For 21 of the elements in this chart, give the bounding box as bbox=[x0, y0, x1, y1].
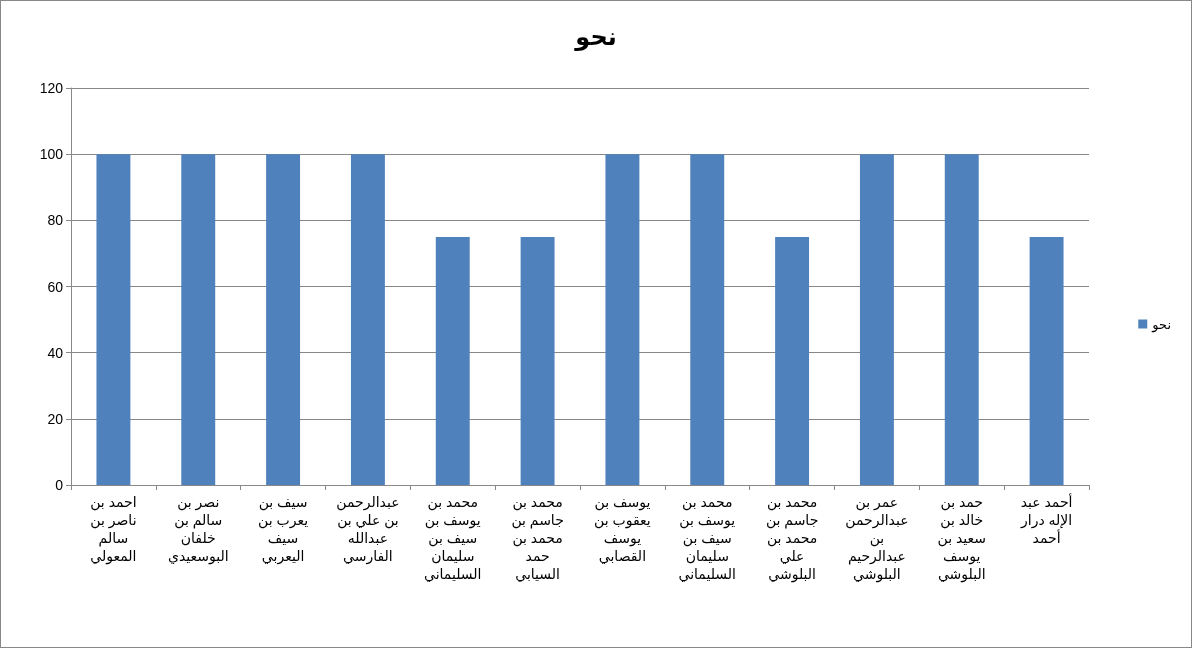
x-tick-label: سيف بن يعرب بن سيف اليعربي bbox=[258, 494, 309, 565]
legend-label: نحو bbox=[1151, 316, 1172, 333]
y-tick-label: 100 bbox=[39, 146, 64, 163]
x-tick-label: حمد بن خالد بن سعيد بن يوسف البلوشي bbox=[937, 494, 987, 583]
y-tick-label: 60 bbox=[47, 278, 64, 295]
x-tick-label: عبدالرحمن بن علي بن عبدالله الفارسي bbox=[336, 494, 400, 565]
x-tick-label: احمد بن ناصر بن سالم المعولي bbox=[90, 494, 137, 565]
x-tick-label: محمد بن يوسف بن سيف بن سليمان السليماني bbox=[678, 494, 736, 583]
y-tick-label: 0 bbox=[55, 477, 64, 493]
x-tick-label: نصر بن سالم بن خلفان البوسعيدي bbox=[167, 494, 229, 565]
x-tick-label: يوسف بن يعقوب بن يوسف القصابي bbox=[594, 494, 651, 565]
y-tick-label: 40 bbox=[47, 344, 64, 361]
x-tick-label: عمر بن عبدالرحمن بن عبدالرحيم البلوشي bbox=[845, 494, 909, 583]
x-tick-label: أحمد عبد الإله درار أحمد bbox=[1019, 493, 1073, 546]
x-tick-label: محمد بن جاسم بن محمد بن حمد السيابي bbox=[511, 494, 564, 583]
chart-title: نحو bbox=[574, 22, 617, 51]
y-tick-label: 80 bbox=[47, 212, 64, 229]
y-tick-label: 120 bbox=[39, 80, 64, 96]
x-tick-label: محمد بن يوسف بن سيف بن سليمان السليماني bbox=[424, 494, 482, 583]
y-tick-label: 20 bbox=[47, 410, 64, 427]
x-tick-label: محمد بن جاسم بن محمد بن علي البلوشي bbox=[765, 494, 819, 583]
